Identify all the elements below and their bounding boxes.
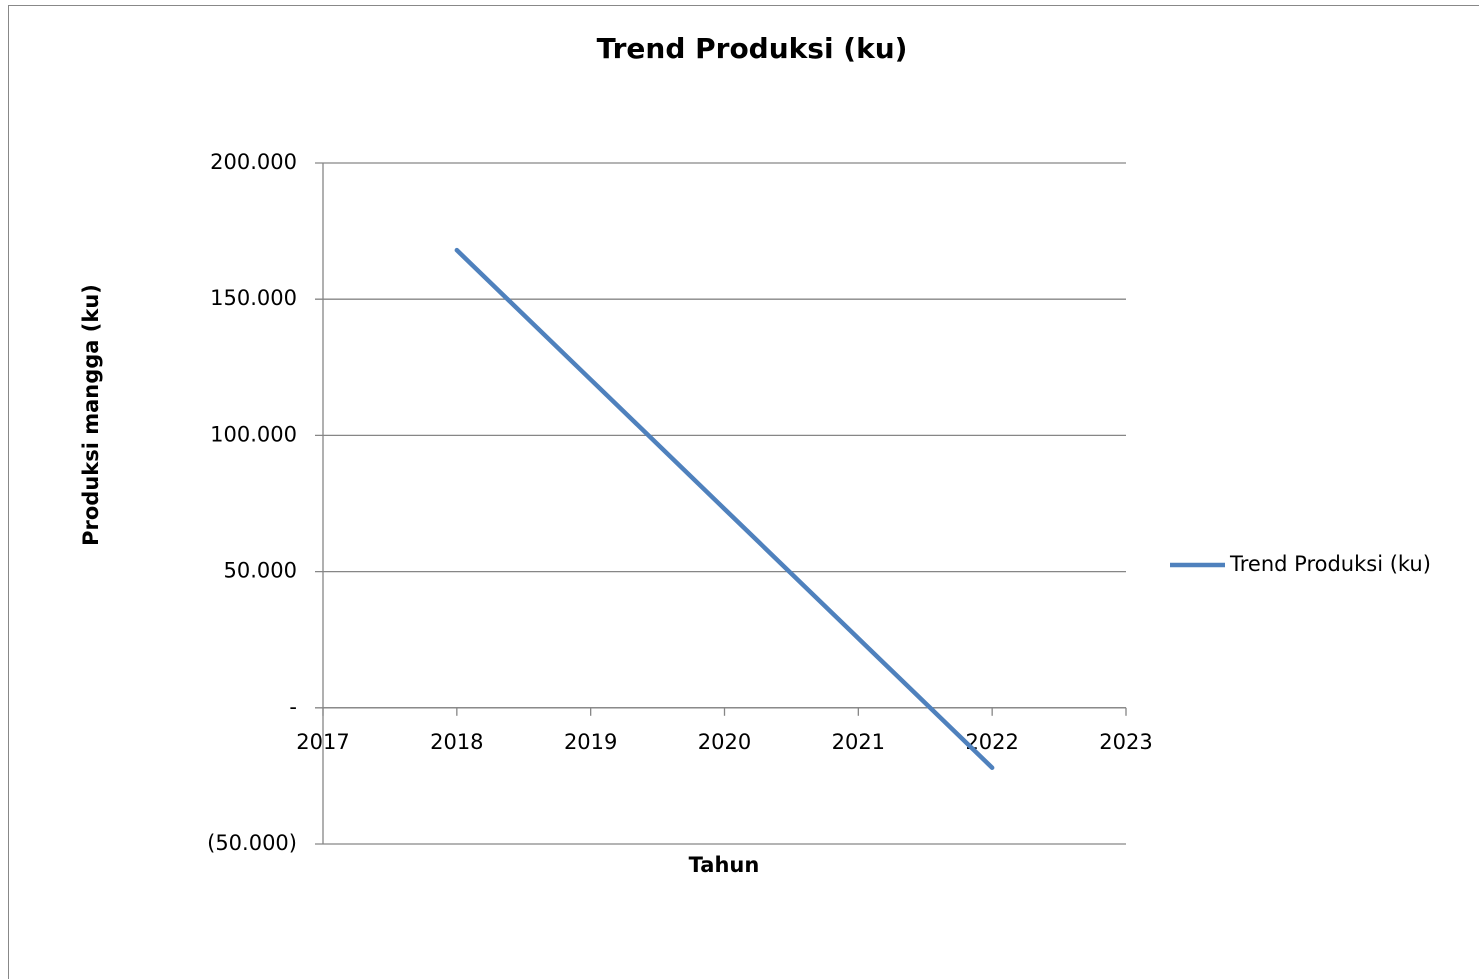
x-tick-label: 2021 xyxy=(832,730,885,754)
x-tick-label: 2017 xyxy=(296,730,349,754)
x-axis-title: Tahun xyxy=(689,853,760,877)
trend-line xyxy=(457,250,992,768)
x-tick-label: 2023 xyxy=(1099,730,1152,754)
y-tick-label: (50.000) xyxy=(207,831,297,855)
x-tick-label: 2018 xyxy=(430,730,483,754)
chart: Trend Produksi (ku) Tahun Produksi mangg… xyxy=(0,0,1479,979)
y-tick-label: 50.000 xyxy=(224,559,297,583)
y-tick-label: 100.000 xyxy=(210,422,297,446)
y-tick-label: 200.000 xyxy=(210,150,297,174)
x-tick-label: 2020 xyxy=(698,730,751,754)
y-tick-label: 150.000 xyxy=(210,286,297,310)
chart-title: Trend Produksi (ku) xyxy=(597,32,908,65)
y-tick-label: - xyxy=(289,695,297,719)
x-tick-label: 2019 xyxy=(564,730,617,754)
legend-label: Trend Produksi (ku) xyxy=(1229,552,1431,576)
y-axis-title: Produksi mangga (ku) xyxy=(79,284,103,546)
